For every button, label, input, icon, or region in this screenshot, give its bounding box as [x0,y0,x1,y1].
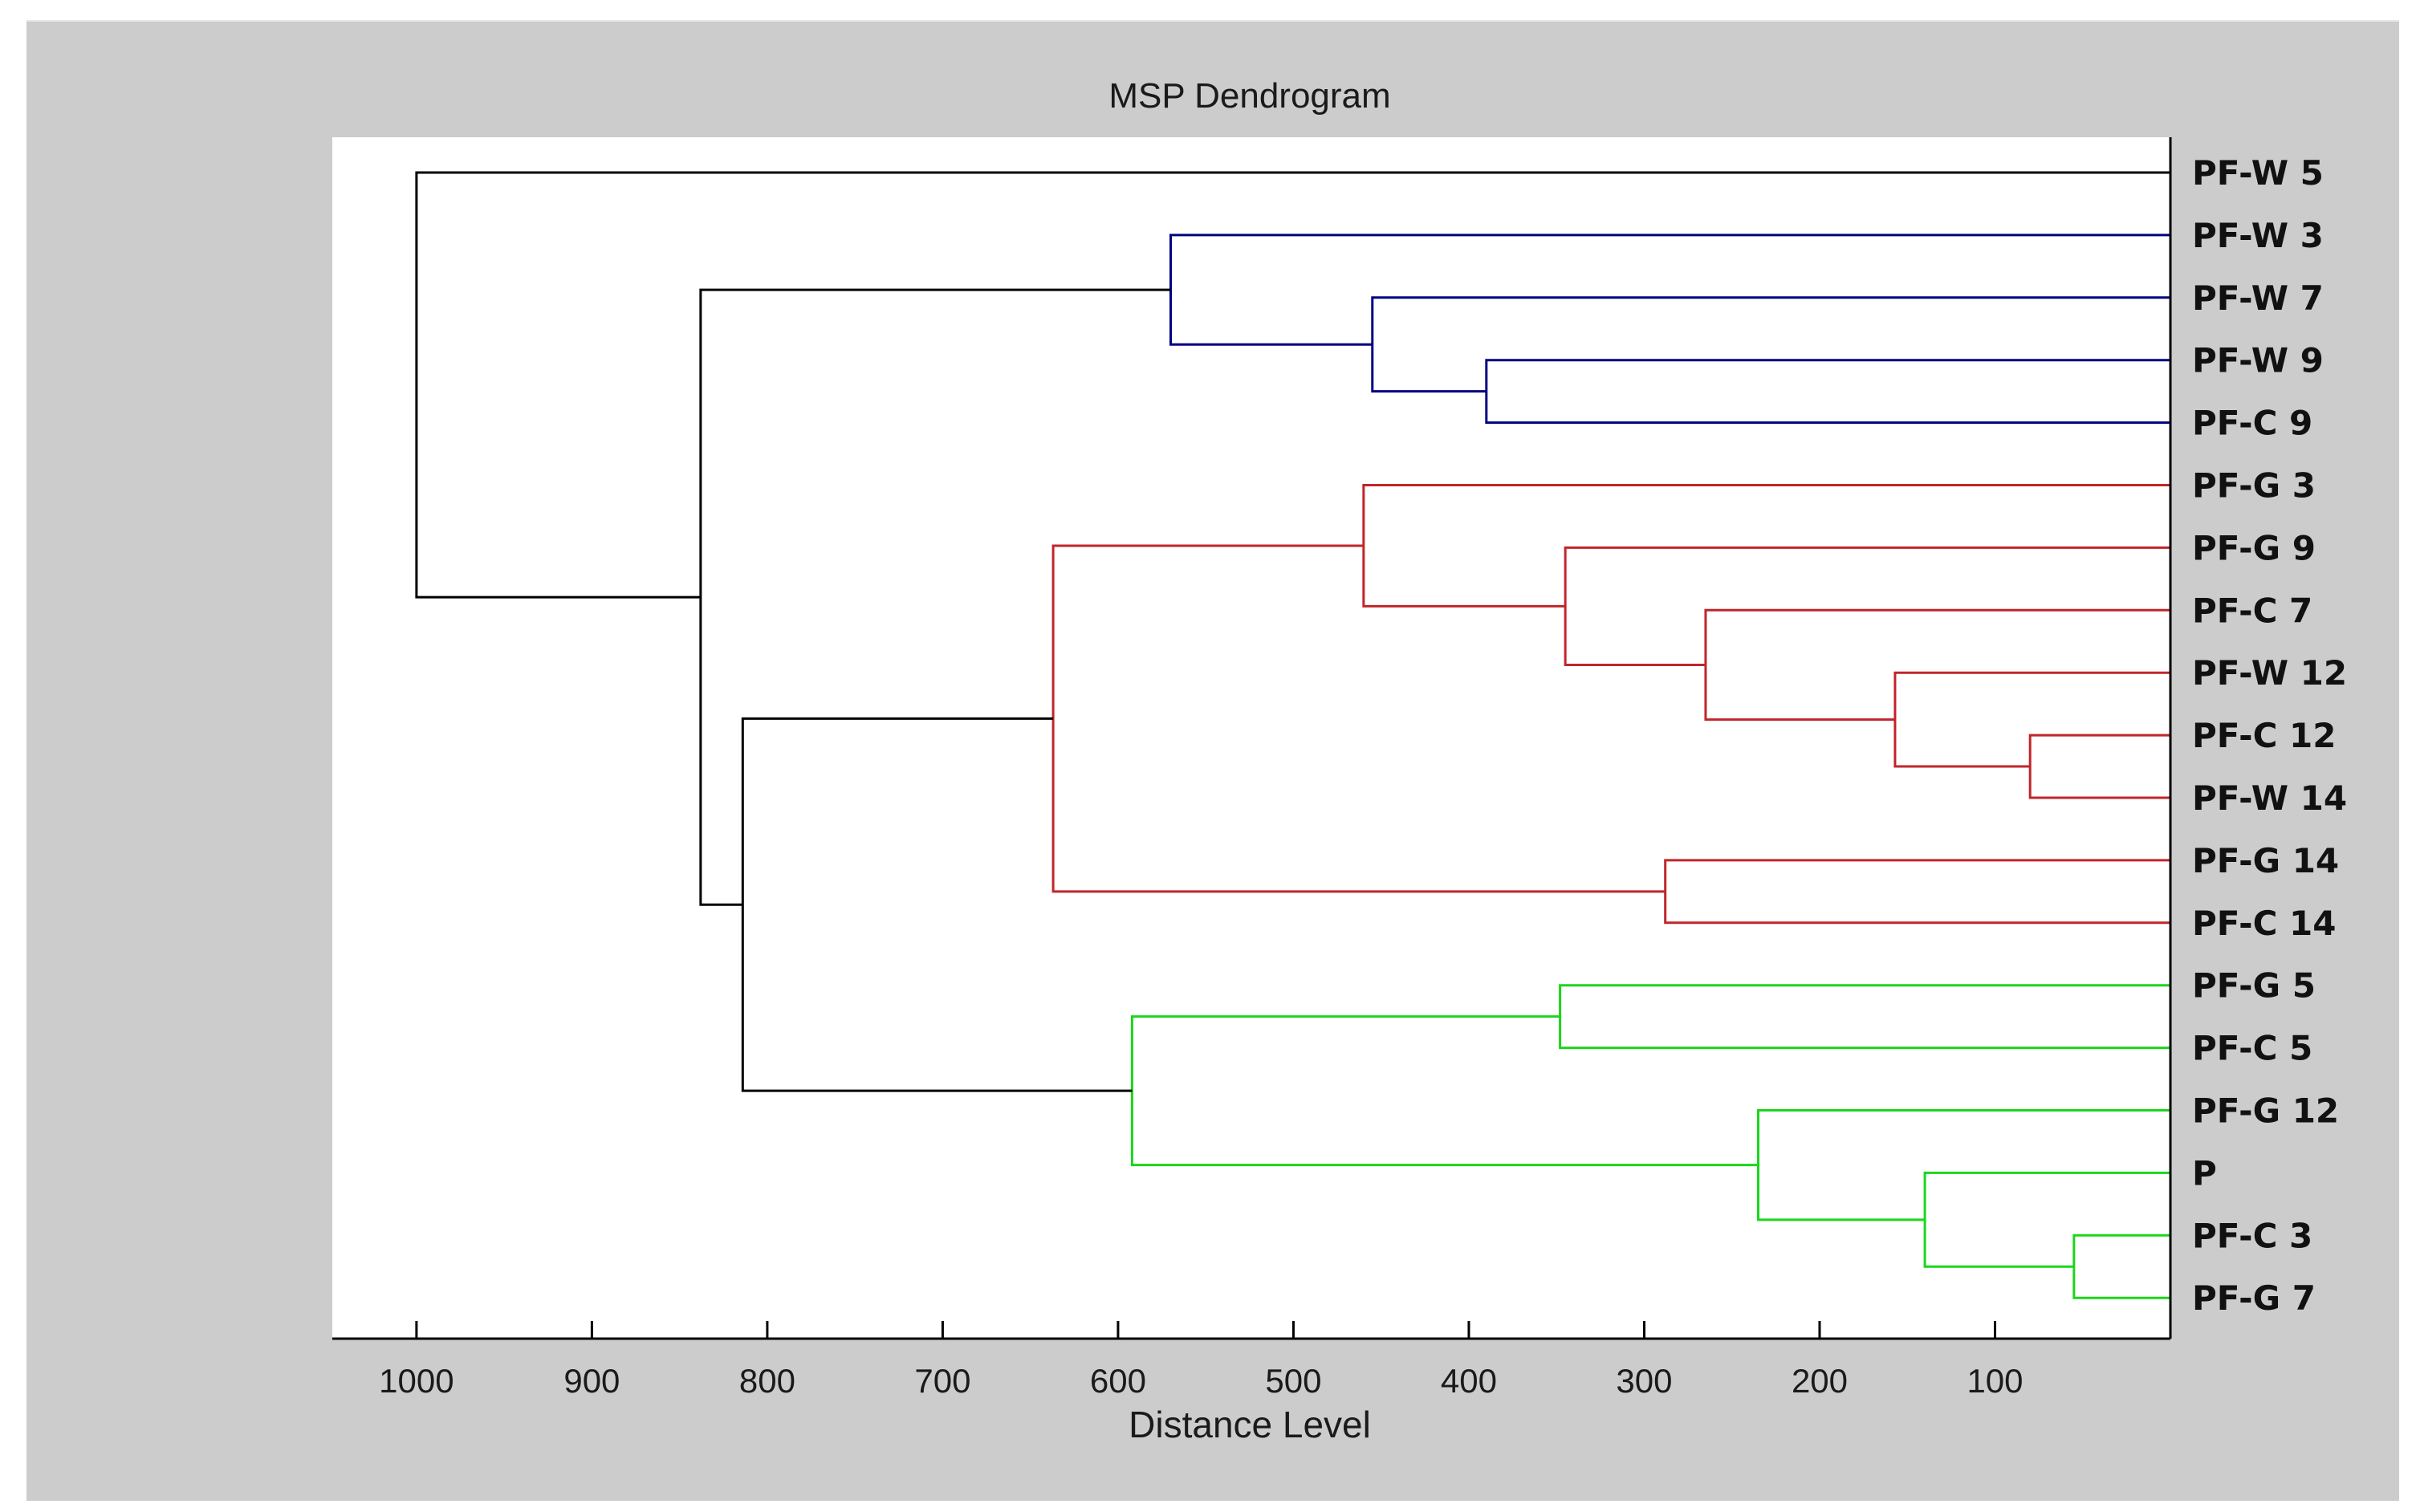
dendrogram-links [415,171,2170,1299]
link-m7 [1564,546,2170,666]
chart-title: MSP Dendrogram [1108,76,1390,116]
link-m18 [415,171,2170,599]
leaf-label: PF-C 14 [2192,904,2337,943]
leaf-label: PF-G 7 [2192,1278,2316,1318]
x-tick-label-200: 200 [1792,1362,1848,1400]
leaf-label: PF-G 3 [2192,466,2316,506]
leaf-label: PF-C 7 [2192,591,2312,630]
leaf-label: PF-C 5 [2192,1029,2312,1068]
x-tick-label-100: 100 [1967,1362,2023,1400]
dendrogram-chart: MSP Dendrogram 1000 900 800 700 600 500 400 300… [332,76,2347,1445]
leaf-label: PF-C 12 [2192,716,2337,755]
link-m8 [1362,484,2170,608]
leaf-label: PF-G 9 [2192,528,2316,567]
x-tick-label-800: 800 [739,1362,795,1400]
leaf-label: P [2192,1153,2217,1193]
leaf-label: PF-G 5 [2192,966,2316,1006]
link-m9 [1664,859,2170,925]
link-m12 [2072,1234,2170,1299]
x-tick-label-1000: 1000 [379,1362,454,1400]
x-tick-label-700: 700 [914,1362,970,1400]
link-m5 [1893,671,2170,768]
x-axis-ticks: 1000 900 800 700 600 500 400 300 200 100 [379,1321,2024,1400]
leaf-label: PF-W 5 [2192,153,2324,193]
x-tick-label-300: 300 [1616,1362,1672,1400]
leaf-labels: PF-W 5 PF-W 3 PF-W 7 PF-W 9 PF-C 9 PF-G 3 PF-G… [2192,153,2347,1318]
x-tick-label-900: 900 [563,1362,620,1400]
leaf-label: PF-C 9 [2192,404,2312,443]
leaf-label: PF-W 3 [2192,216,2324,255]
link-m16 [741,717,1133,1092]
leaf-label: PF-G 14 [2192,841,2339,880]
leaf-label: PF-W 12 [2192,653,2347,693]
link-m1 [1485,359,2170,425]
leaf-label: PF-G 12 [2192,1091,2339,1131]
plot-area [332,137,2170,1339]
leaf-label: PF-C 3 [2192,1216,2312,1255]
link-m14 [1757,1109,2170,1221]
leaf-label: PF-W 14 [2192,778,2347,818]
figure-window: MSP Dendrogram 1000 900 800 700 600 500 400 300… [26,20,2399,1501]
x-tick-label-600: 600 [1090,1362,1146,1400]
x-axis-label: Distance Level [1129,1404,1371,1445]
x-tick-label-400: 400 [1441,1362,1497,1400]
x-tick-label-500: 500 [1265,1362,1321,1400]
leaf-label: PF-W 7 [2192,278,2324,318]
leaf-label: PF-W 9 [2192,341,2324,380]
